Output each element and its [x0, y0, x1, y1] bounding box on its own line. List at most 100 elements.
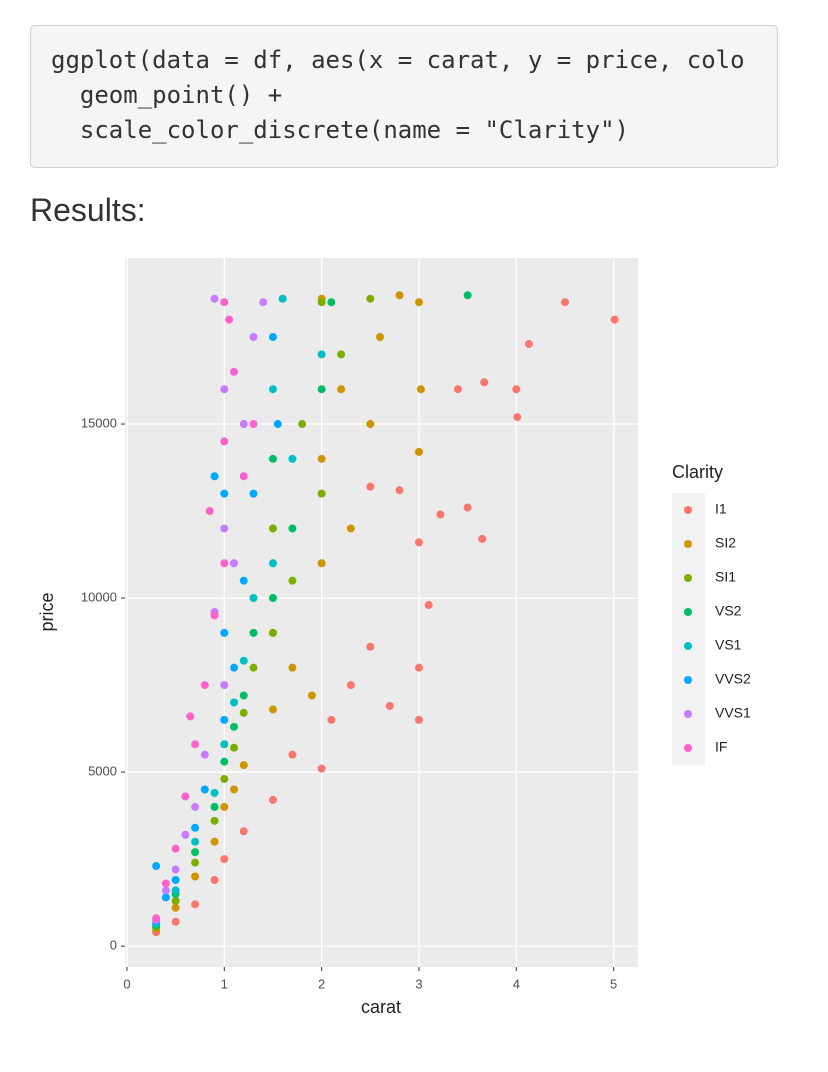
point	[298, 420, 307, 429]
legend-key	[684, 676, 692, 684]
point	[463, 503, 472, 512]
point	[268, 454, 277, 463]
point	[414, 538, 423, 547]
legend-label: VVS1	[715, 705, 751, 721]
point	[161, 879, 170, 888]
point	[288, 576, 297, 585]
point	[220, 524, 229, 533]
point	[191, 837, 200, 846]
point	[239, 691, 248, 700]
point	[273, 420, 282, 429]
point	[560, 298, 569, 307]
point	[200, 785, 209, 794]
point	[249, 333, 258, 342]
point	[453, 385, 462, 394]
y-tick-label: 10000	[81, 589, 117, 604]
point	[414, 715, 423, 724]
point	[171, 917, 180, 926]
y-tick-label: 0	[110, 938, 117, 953]
point	[268, 524, 277, 533]
point	[478, 534, 487, 543]
point	[220, 628, 229, 637]
point	[259, 298, 268, 307]
point	[317, 489, 326, 498]
point	[346, 681, 355, 690]
code-block: ggplot(data = df, aes(x = carat, y = pri…	[30, 25, 778, 168]
point	[220, 715, 229, 724]
point	[161, 893, 170, 902]
point	[480, 378, 489, 387]
point	[171, 886, 180, 895]
point	[239, 708, 248, 717]
point	[210, 294, 219, 303]
point	[288, 663, 297, 672]
point	[513, 413, 522, 422]
point	[171, 875, 180, 884]
legend-label: VS1	[715, 637, 742, 653]
point	[610, 315, 619, 324]
point	[288, 454, 297, 463]
point	[317, 454, 326, 463]
point	[171, 903, 180, 912]
point	[220, 681, 229, 690]
point	[225, 315, 234, 324]
point	[239, 472, 248, 481]
x-tick-label: 1	[221, 976, 228, 991]
point	[230, 559, 239, 568]
point	[239, 656, 248, 665]
x-axis-label: carat	[361, 997, 401, 1017]
point	[220, 489, 229, 498]
point	[205, 507, 214, 516]
point	[220, 298, 229, 307]
point	[307, 691, 316, 700]
point	[395, 291, 404, 300]
point	[249, 489, 258, 498]
point	[268, 594, 277, 603]
point	[191, 848, 200, 857]
point	[317, 559, 326, 568]
point	[512, 385, 521, 394]
point	[220, 757, 229, 766]
legend-label: SI1	[715, 569, 736, 585]
legend-key	[684, 744, 692, 752]
legend-key	[684, 540, 692, 548]
point	[414, 663, 423, 672]
point	[337, 350, 346, 359]
point	[220, 437, 229, 446]
point	[210, 788, 219, 797]
point	[366, 482, 375, 491]
point	[376, 333, 385, 342]
point	[220, 802, 229, 811]
legend-label: IF	[715, 739, 727, 755]
legend-key	[684, 710, 692, 718]
legend-title: Clarity	[672, 462, 723, 482]
point	[268, 559, 277, 568]
point	[249, 420, 258, 429]
point	[191, 858, 200, 867]
point	[268, 628, 277, 637]
legend-key	[684, 506, 692, 514]
point	[414, 298, 423, 307]
point	[239, 761, 248, 770]
code-line: ggplot(data = df, aes(x = carat, y = pri…	[51, 46, 745, 74]
point	[249, 663, 258, 672]
point	[230, 698, 239, 707]
point	[268, 333, 277, 342]
y-axis-label: price	[37, 592, 57, 631]
point	[230, 743, 239, 752]
point	[385, 701, 394, 710]
point	[414, 447, 423, 456]
point	[181, 830, 190, 839]
point	[210, 611, 219, 620]
point	[181, 792, 190, 801]
point	[327, 298, 336, 307]
point	[220, 740, 229, 749]
point	[268, 705, 277, 714]
point	[416, 385, 425, 394]
point	[239, 576, 248, 585]
point	[191, 872, 200, 881]
point	[191, 740, 200, 749]
point	[210, 837, 219, 846]
point	[524, 339, 533, 348]
